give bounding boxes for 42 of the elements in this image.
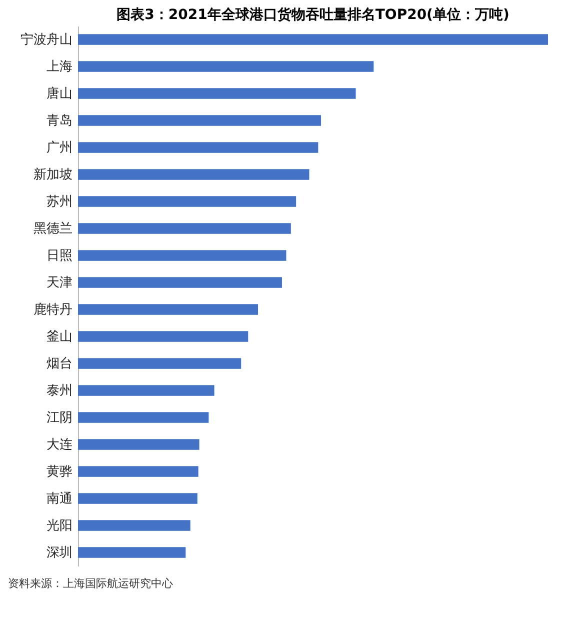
- y-tick-label: 上海: [46, 60, 72, 74]
- y-tick-label: 烟台: [46, 356, 72, 372]
- bar: [78, 250, 286, 261]
- chart-title: 图表3：2021年全球港口货物吞吐量排名TOP20(单位：万吨): [116, 7, 510, 23]
- bar: [78, 493, 198, 504]
- bar: [78, 466, 198, 477]
- y-tick-label: 黄骅: [46, 464, 72, 480]
- bar: [78, 547, 186, 558]
- bar: [78, 34, 548, 45]
- y-tick-label: 大连: [46, 438, 72, 452]
- y-tick-label: 苏州: [46, 194, 72, 210]
- y-tick-label: 南通: [46, 492, 72, 506]
- bar: [78, 439, 200, 450]
- bar: [78, 358, 242, 369]
- y-tick-label: 广州: [46, 140, 72, 156]
- bar: [78, 196, 296, 207]
- y-tick-label: 江阴: [46, 410, 72, 426]
- bar: [78, 169, 310, 180]
- bar: [78, 277, 282, 288]
- y-tick-label: 黑德兰: [34, 222, 72, 236]
- bar: [78, 142, 318, 153]
- bar: [78, 88, 356, 99]
- bar: [78, 520, 190, 531]
- bar: [78, 61, 374, 72]
- y-tick-label: 新加坡: [34, 168, 72, 182]
- y-tick-label: 天津: [46, 276, 72, 290]
- y-tick-label: 鹿特丹: [34, 302, 72, 318]
- y-tick-label: 宁波舟山: [20, 32, 72, 48]
- bar: [78, 385, 214, 396]
- y-tick-label: 青岛: [46, 114, 72, 128]
- bar: [78, 331, 248, 342]
- y-tick-label: 唐山: [46, 86, 72, 102]
- y-tick-label: 光阳: [46, 518, 72, 534]
- bar: [78, 412, 209, 423]
- y-tick-label: 日照: [46, 248, 72, 264]
- y-tick-label: 釜山: [46, 330, 72, 344]
- text: 资料来源：上海国际航运研究中心: [8, 577, 173, 590]
- bar: [78, 304, 258, 315]
- bar: [78, 115, 321, 126]
- y-tick-label: 深圳: [46, 546, 72, 560]
- bar: [78, 223, 291, 234]
- y-tick-label: 泰州: [46, 384, 72, 398]
